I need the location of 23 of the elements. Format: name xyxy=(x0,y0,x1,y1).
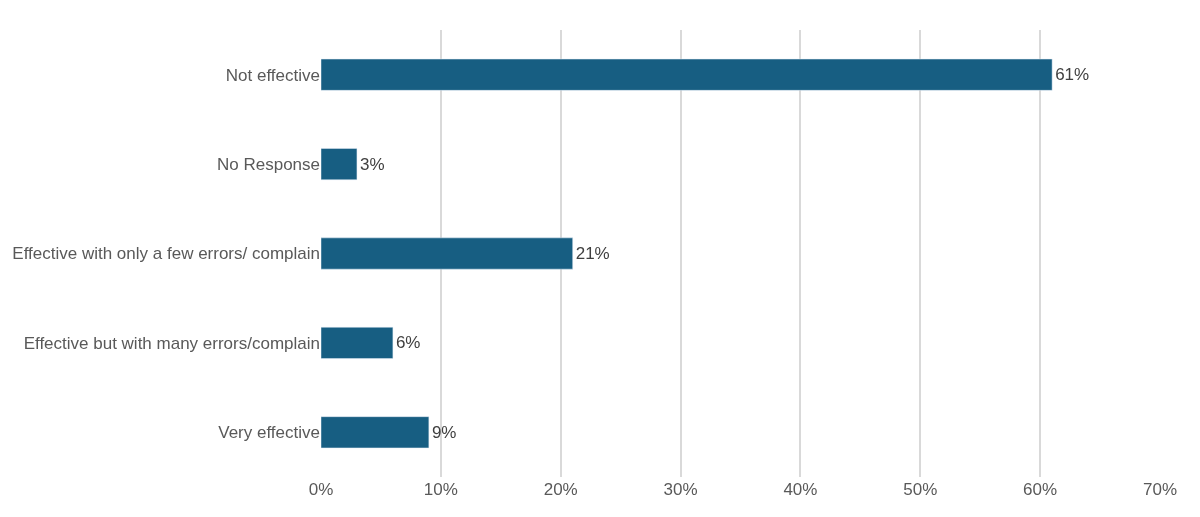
x-tick-label: 50% xyxy=(903,480,938,499)
bar xyxy=(321,416,430,449)
bar xyxy=(321,148,358,180)
y-tick-label: Effective with only a few errors/ complain xyxy=(12,244,320,264)
x-tick-label: 60% xyxy=(1023,480,1058,499)
bar xyxy=(321,58,1053,91)
x-tick-label: 0% xyxy=(308,480,334,499)
data-label: 9% xyxy=(431,422,457,442)
y-tick-label: Effective but with many errors/complain xyxy=(23,333,320,353)
data-label: 61% xyxy=(1055,65,1090,85)
x-tick-label: 40% xyxy=(783,480,818,499)
y-tick-label: Very effective xyxy=(218,423,320,443)
x-tick-label: 70% xyxy=(1142,480,1178,499)
bar xyxy=(321,327,394,359)
data-label: 3% xyxy=(359,154,385,174)
data-label: 21% xyxy=(575,244,610,264)
x-tick-label: 30% xyxy=(663,480,698,499)
y-tick-label: No Response xyxy=(216,155,320,175)
x-tick-label: 10% xyxy=(423,480,458,499)
data-label: 6% xyxy=(395,333,421,353)
bar xyxy=(321,237,573,270)
x-tick-label: 20% xyxy=(543,480,578,499)
y-tick-label: Not effective xyxy=(225,65,320,85)
